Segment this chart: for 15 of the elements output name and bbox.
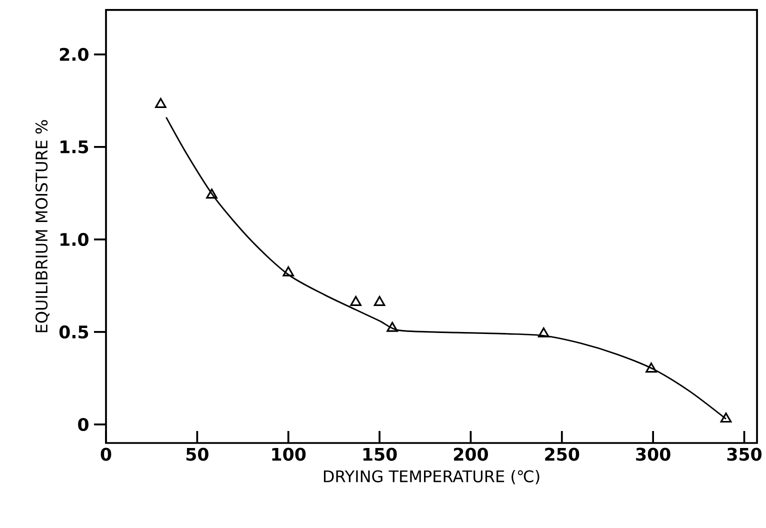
- x-tick-label: 350: [727, 448, 762, 461]
- y-tick-label: 1.0: [60, 232, 88, 246]
- y-tick-label: 0: [78, 418, 88, 432]
- x-tick-label: 250: [545, 448, 580, 461]
- x-tick-label: 150: [363, 448, 397, 461]
- x-tick-label: 300: [636, 448, 670, 461]
- x-axis-title: DRYING TEMPERATURE (℃): [324, 470, 540, 484]
- x-tick-label: 0: [100, 448, 112, 461]
- x-tick-label: 100: [272, 448, 306, 461]
- y-tick-label: 2.0: [60, 48, 88, 61]
- y-tick-label: 0.5: [59, 325, 88, 339]
- x-tick-label: 200: [454, 448, 488, 461]
- x-tick-label: 50: [186, 448, 208, 461]
- y-axis-title: EQUILIBRIUM MOISTURE %: [35, 120, 50, 332]
- y-tick-label: 1.5: [60, 140, 88, 154]
